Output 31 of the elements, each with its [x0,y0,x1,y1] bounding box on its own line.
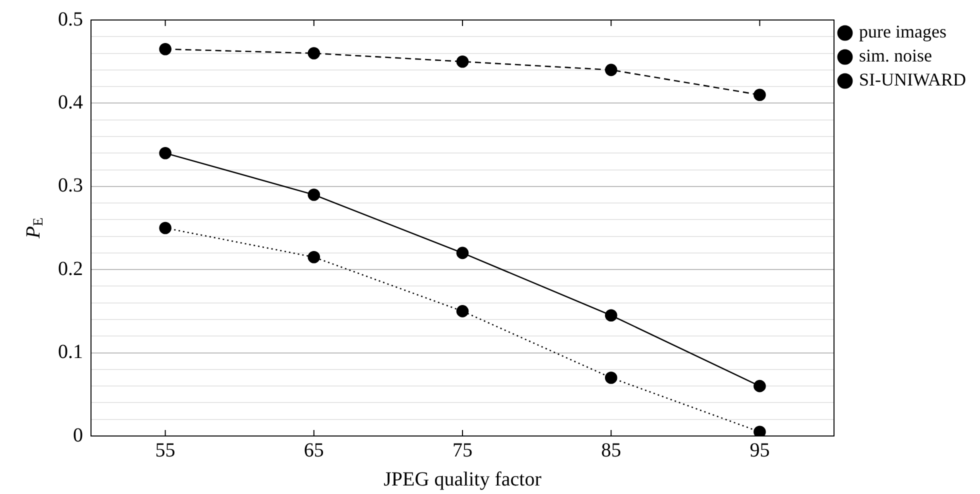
x-tick-label: 95 [750,439,770,462]
legend-label: pure images [859,22,946,42]
x-tick-label: 75 [452,439,473,462]
y-tick-label: 0.1 [58,341,83,364]
point [754,88,766,102]
point [754,380,766,392]
point [604,372,618,384]
y-axis-title: PE [22,218,47,240]
point [754,426,766,436]
point [308,250,320,264]
y-tick-label: 0.4 [58,91,83,114]
x-axis-title: JPEG quality factor [384,468,542,490]
point [604,309,618,322]
legend-label: SI-UNIWARD [859,70,966,90]
y-tick-label: 0 [73,424,83,446]
point [456,305,469,318]
x-tick-label: 55 [155,439,176,462]
y-tick-label: 0.2 [58,258,83,280]
point [456,246,469,260]
point [456,55,469,68]
legend-label: sim. noise [859,46,932,66]
y-tick-label: 0.3 [58,174,83,197]
y-tick-label: 0.5 [58,8,83,30]
point [159,42,172,56]
point [604,64,618,76]
point [159,146,172,160]
point [308,188,320,201]
point [159,222,172,234]
x-tick-label: 85 [601,439,622,462]
x-tick-label: 65 [304,439,324,462]
point [308,47,320,60]
